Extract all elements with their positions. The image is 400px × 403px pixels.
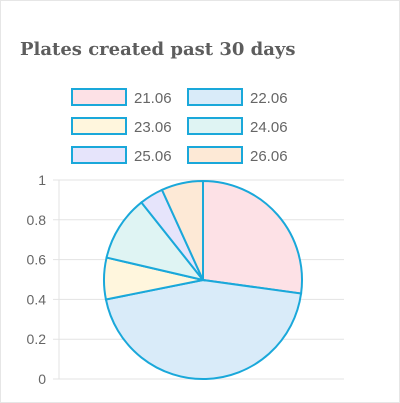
legend-item-22-06[interactable]: 22.06 bbox=[187, 88, 288, 107]
pie-slice-26-06[interactable] bbox=[160, 179, 204, 281]
legend-label: 21.06 bbox=[134, 90, 172, 107]
pie-slice-22-06[interactable] bbox=[104, 278, 303, 380]
legend-label: 24.06 bbox=[250, 119, 288, 136]
y-tick-label: 0.2 bbox=[27, 331, 47, 347]
legend-label: 26.06 bbox=[250, 148, 288, 165]
y-tick-label: 0.8 bbox=[27, 212, 47, 228]
legend-swatch bbox=[71, 117, 127, 135]
legend-item-25-06[interactable]: 25.06 bbox=[71, 146, 172, 165]
legend-label: 22.06 bbox=[250, 90, 288, 107]
legend-item-23-06[interactable]: 23.06 bbox=[71, 117, 172, 136]
legend[interactable]: 21.06 22.06 23.06 24.06 25.06 26.06 bbox=[71, 88, 288, 165]
legend-swatch bbox=[71, 146, 127, 164]
y-axis-ticks: 0 0.2 0.4 0.6 0.8 1 bbox=[27, 172, 47, 387]
legend-swatch bbox=[187, 146, 243, 164]
y-tick-label: 0.6 bbox=[27, 252, 47, 268]
pie-slices[interactable] bbox=[103, 179, 303, 380]
legend-swatch bbox=[187, 117, 243, 135]
y-tick-label: 1 bbox=[38, 172, 46, 188]
legend-swatch bbox=[71, 88, 127, 106]
pie-slice-21-06[interactable] bbox=[202, 179, 303, 295]
y-tick-label: 0 bbox=[38, 371, 46, 387]
legend-item-24-06[interactable]: 24.06 bbox=[187, 117, 288, 136]
legend-swatch bbox=[187, 88, 243, 106]
chart-title: Plates created past 30 days bbox=[20, 39, 296, 60]
legend-label: 23.06 bbox=[134, 119, 172, 136]
y-tick-label: 0.4 bbox=[27, 291, 47, 307]
legend-item-26-06[interactable]: 26.06 bbox=[187, 146, 288, 165]
legend-item-21-06[interactable]: 21.06 bbox=[71, 88, 172, 107]
legend-label: 25.06 bbox=[134, 148, 172, 165]
pie-slice-24-06[interactable] bbox=[105, 201, 206, 282]
